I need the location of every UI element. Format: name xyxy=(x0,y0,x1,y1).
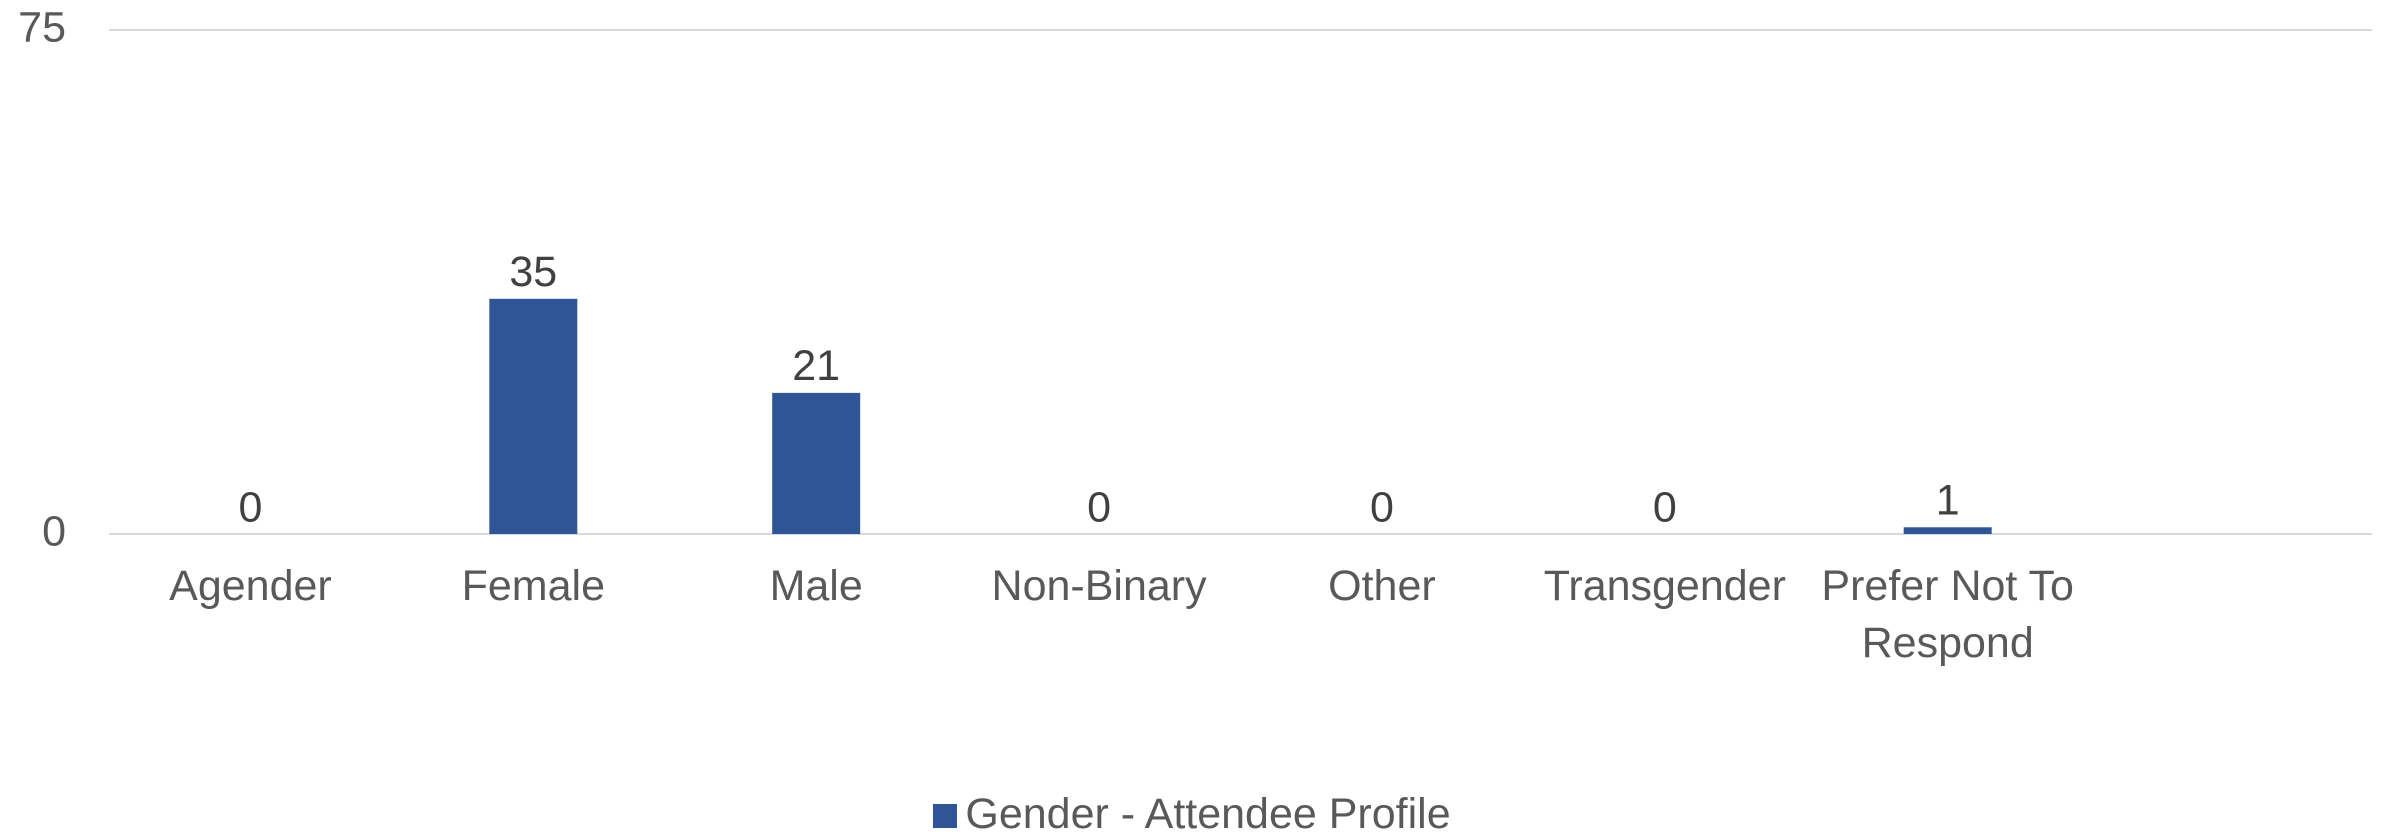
legend-label: Gender - Attendee Profile xyxy=(965,790,1451,837)
data-label: 0 xyxy=(238,483,262,531)
x-tick-label: Male xyxy=(769,562,863,610)
bar xyxy=(1903,527,1992,534)
y-tick-label: 75 xyxy=(18,3,66,51)
x-tick-label: Transgender xyxy=(1543,562,1786,610)
bar xyxy=(772,392,861,534)
y-tick-label: 0 xyxy=(42,507,66,555)
x-tick-label: Female xyxy=(461,562,605,610)
bar xyxy=(489,298,578,534)
x-tick-label: Agender xyxy=(169,562,332,610)
x-tick-label: Other xyxy=(1328,562,1436,610)
data-label: 1 xyxy=(1936,477,1960,525)
legend: Gender - Attendee Profile xyxy=(0,790,2384,837)
data-label: 35 xyxy=(509,248,557,296)
x-tick-label: Non-Binary xyxy=(991,562,1207,610)
data-label: 0 xyxy=(1370,483,1394,531)
data-label: 21 xyxy=(792,342,840,390)
legend-swatch xyxy=(933,804,958,828)
data-label: 0 xyxy=(1087,483,1111,531)
data-label: 0 xyxy=(1653,483,1677,531)
x-tick-label: Prefer Not To Respond xyxy=(1821,562,2074,667)
